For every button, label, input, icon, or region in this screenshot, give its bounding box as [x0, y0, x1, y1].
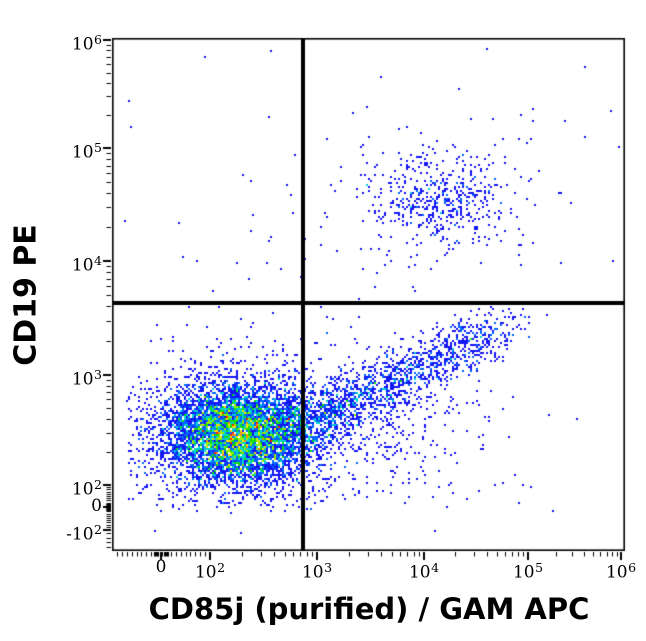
x-tick-label: 0: [155, 557, 167, 577]
x-tick-label: 104: [408, 560, 440, 583]
y-tick-label: -102: [66, 522, 102, 545]
x-tick-label: 103: [301, 560, 333, 583]
x-axis-label: CD85j (purified) / GAM APC: [148, 592, 590, 626]
y-tick-label: 105: [71, 140, 102, 163]
x-tick-label: 105: [512, 560, 544, 583]
y-tick-label: 104: [71, 253, 102, 276]
x-tick-label: 106: [605, 560, 637, 583]
y-tick-label: 106: [71, 32, 102, 55]
x-tick-label: 102: [194, 560, 226, 583]
y-tick-label: 103: [71, 367, 102, 390]
y-tick-label: 102: [71, 477, 102, 500]
y-tick-label: 0: [91, 496, 102, 516]
y-axis-label: CD19 PE: [8, 224, 44, 366]
